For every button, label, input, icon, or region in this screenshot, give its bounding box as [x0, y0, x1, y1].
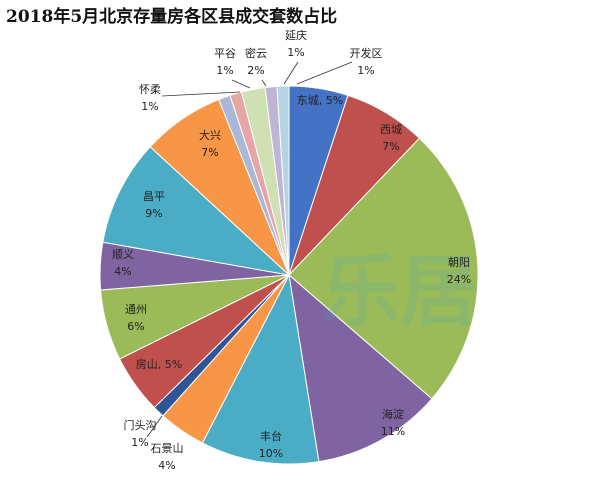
watermark: 乐居: [322, 247, 478, 337]
pie-slice-4: [288, 273, 433, 463]
leader-line-16: [283, 61, 299, 85]
data-label-16: 延庆 1%: [285, 28, 307, 59]
pie-slice-5: [201, 273, 320, 465]
pie-slice-11: [102, 146, 291, 276]
data-label-17: 开发区 1%: [350, 46, 383, 77]
leader-line-15: [261, 79, 267, 87]
pie-slices: [99, 85, 479, 465]
data-label-8: 房山, 5%: [136, 358, 182, 371]
leader-line-13: [161, 91, 241, 97]
watermark-text: 乐居: [322, 247, 478, 337]
data-label-7: 门头沟 1%: [124, 418, 157, 449]
leader-line-14: [231, 79, 251, 89]
leader-lines: [146, 61, 353, 438]
data-label-2: 西城 7%: [380, 123, 402, 153]
data-label-13: 怀柔 1%: [139, 83, 161, 113]
data-labels: 东城, 5% 西城 7% 朝阳 24% 海淀 11% 丰台 10% 石景山 4%门头沟 1% 房山, 5…: [112, 28, 471, 472]
data-label-9: 通州 6%: [125, 303, 147, 333]
chart-title: 2018年5月北京存量房各区县成交套数占比: [6, 7, 338, 27]
data-label-4: 海淀 11%: [381, 407, 405, 438]
data-label-11: 昌平 9%: [143, 190, 165, 220]
data-label-12: 大兴 7%: [199, 128, 221, 159]
data-label-6: 石景山 4%: [151, 442, 184, 472]
pie-slice-3: [288, 137, 479, 400]
data-label-14: 平谷 1%: [214, 47, 236, 77]
leader-line-17: [296, 61, 353, 85]
data-label-5: 丰台 10%: [259, 429, 283, 460]
data-label-10: 顺义 4%: [112, 248, 134, 278]
pie-slice-17: [276, 85, 290, 276]
data-label-15: 密云 2%: [245, 46, 267, 77]
leader-line-7: [146, 415, 163, 438]
data-label-1: 东城, 5%: [297, 94, 343, 107]
data-label-3: 朝阳 24%: [447, 256, 471, 286]
